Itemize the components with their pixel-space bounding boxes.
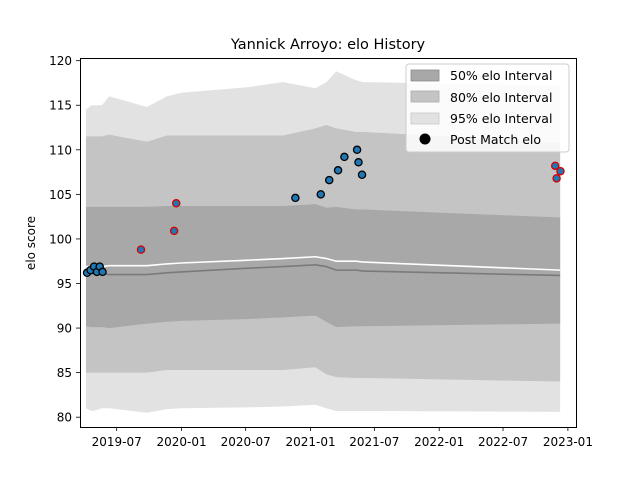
legend-label-post-match: Post Match elo <box>450 132 541 147</box>
interval-bands <box>85 71 561 413</box>
x-tick-label-4: 2021-07 <box>349 435 399 449</box>
data-point-15 <box>354 158 363 167</box>
x-axis: 2019-07 2020-01 2020-07 2021-01 2021-07 2022-… <box>92 427 593 449</box>
y-axis-label: elo score <box>24 216 38 270</box>
plot-frame <box>80 58 577 428</box>
data-point-16 <box>357 170 367 180</box>
legend: 50% elo Interval 80% elo Interval 95% el… <box>405 63 570 153</box>
y-tick-label-8: 120 <box>49 54 72 68</box>
data-point-11 <box>324 175 334 185</box>
data-point-6 <box>136 245 146 254</box>
legend-swatch-80 <box>410 90 440 103</box>
data-point-9 <box>291 193 300 203</box>
data-point-7 <box>169 226 179 236</box>
x-tick-label-3: 2021-01 <box>285 435 335 449</box>
legend-swatch-95 <box>410 112 440 125</box>
y-tick-label-7: 115 <box>49 99 72 113</box>
data-point-12 <box>333 166 343 175</box>
legend-marker-post-match <box>419 133 431 145</box>
x-tick-label-0: 2019-07 <box>92 435 142 449</box>
y-tick-label-0: 80 <box>57 411 72 425</box>
legend-label-50: 50% elo Interval <box>450 68 552 83</box>
x-tick-label-7: 2023-01 <box>543 435 593 449</box>
legend-label-95: 95% elo Interval <box>450 111 552 126</box>
data-point-19 <box>556 166 565 176</box>
chart-title: Yannick Arroyo: elo History <box>230 37 426 53</box>
legend-frame <box>405 63 570 153</box>
y-tick-label-3: 95 <box>57 277 72 291</box>
data-point-17 <box>550 161 560 171</box>
x-tick-label-6: 2022-07 <box>478 435 528 449</box>
data-point-5 <box>98 267 107 277</box>
data-point-10 <box>316 190 326 199</box>
y-tick-label-1: 85 <box>57 366 72 380</box>
y-tick-label-2: 90 <box>57 322 72 336</box>
legend-swatch-50 <box>410 69 440 82</box>
data-point-8 <box>171 199 181 208</box>
x-tick-label-1: 2020-01 <box>156 435 206 449</box>
post-match-points <box>82 145 565 278</box>
legend-label-80: 80% elo Interval <box>450 90 552 105</box>
x-tick-label-5: 2022-01 <box>414 435 464 449</box>
x-tick-label-2: 2020-07 <box>221 435 271 449</box>
data-point-13 <box>340 152 349 162</box>
y-tick-label-6: 110 <box>49 143 72 157</box>
y-tick-label-4: 100 <box>49 232 72 246</box>
data-point-18 <box>552 174 561 183</box>
y-tick-label-5: 105 <box>49 188 72 202</box>
data-point-14 <box>352 145 362 155</box>
y-axis: 80 85 90 95 100 105 110 115 120 <box>49 54 80 425</box>
